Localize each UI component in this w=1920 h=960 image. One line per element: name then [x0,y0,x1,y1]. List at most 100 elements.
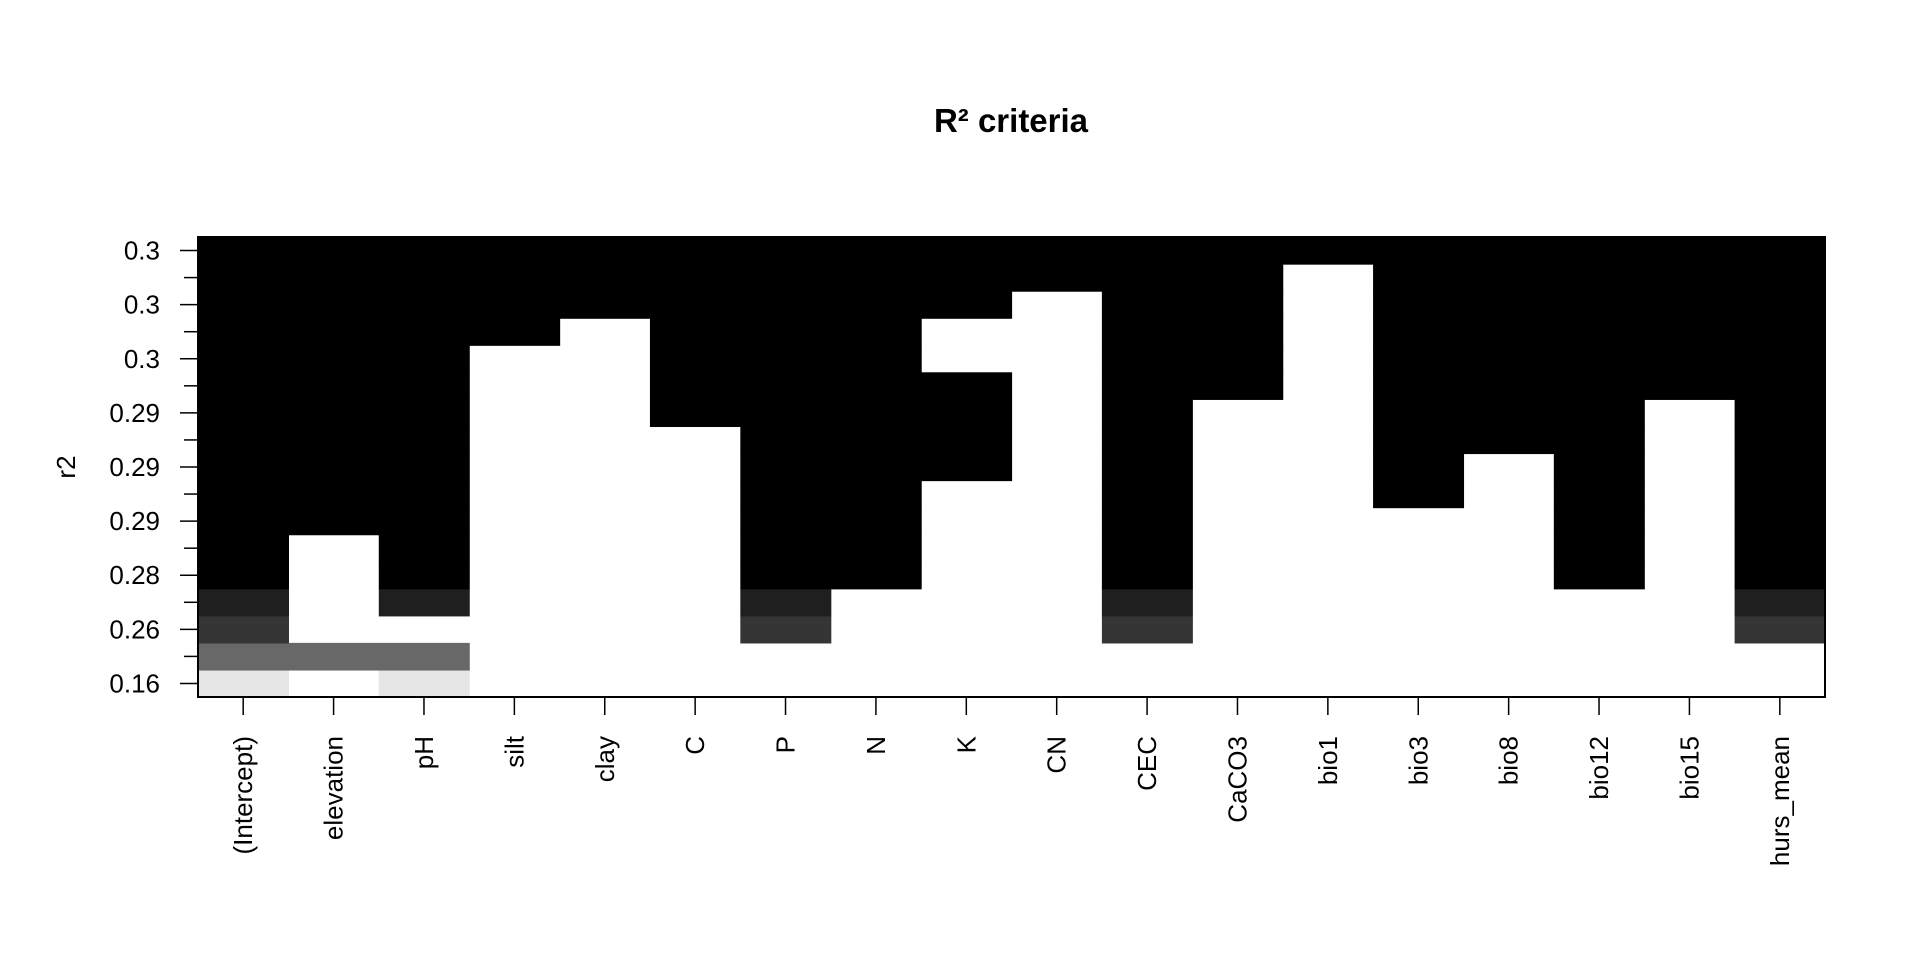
heatmap-cell [1553,453,1645,482]
heatmap-cell [198,480,289,509]
heatmap-cell [198,426,289,455]
heatmap-cell [1192,237,1284,265]
x-tick-label: bio15 [1674,736,1704,800]
heatmap-cell [1463,399,1555,428]
y-axis-label: r2 [51,455,81,478]
heatmap-cell [198,318,289,346]
heatmap-cell [1463,237,1555,265]
heatmap-cell [1192,291,1284,319]
heatmap-cell [198,561,289,590]
heatmap-cell [1553,291,1645,319]
heatmap-cell [378,237,470,265]
heatmap-cell [1553,480,1645,509]
x-tick-label: (Intercept) [228,736,258,855]
heatmap-cell [1644,237,1736,265]
heatmap-cell [288,399,380,428]
heatmap-cell [288,453,380,482]
y-axis: 0.16 0.26 0.28 0.29 0.29 0.29 0.3 0.3 0.3 [109,236,198,698]
x-tick-label: silt [499,735,529,768]
heatmap-cell [1463,264,1555,292]
heatmap-cell [1644,318,1736,346]
heatmap-cell [288,507,380,536]
x-tick-label: P [771,736,801,753]
heatmap-cell [1734,615,1826,644]
heatmap-cell [1734,480,1826,509]
heatmap-cell [1553,426,1645,455]
heatmap-cell [469,291,561,319]
heatmap-cell [1553,264,1645,292]
heatmap-cell [1101,345,1193,373]
heatmap-cell [830,264,922,292]
heatmap-cell [378,399,470,428]
heatmap-cell [830,291,922,319]
heatmap-cell [1644,372,1736,400]
heatmap-cell [198,345,289,373]
heatmap-cell [830,318,922,346]
heatmap-cell [1463,318,1555,346]
y-tick-label: 0.29 [109,506,160,536]
y-tick-label: 0.29 [109,398,160,428]
heatmap-cell [1373,426,1465,455]
heatmap-cell [921,264,1013,292]
heatmap-cell [740,534,832,563]
x-axis: (Intercept) elevation pH silt clay C P N K CN CEC C… [228,697,1795,866]
heatmap-cell [1734,345,1826,373]
heatmap-cell [740,615,832,644]
x-tick-label: hurs_mean [1765,736,1795,866]
x-tick-label: bio1 [1313,736,1343,785]
heatmap-cell [740,480,832,509]
heatmap-cell [830,453,922,482]
heatmap-cell [559,291,651,319]
heatmap-cell [1373,399,1465,428]
heatmap-cell [1101,399,1193,428]
heatmap-cell [378,426,470,455]
y-tick-label: 0.3 [124,290,160,320]
heatmap-cell [378,291,470,319]
x-tick-label: bio12 [1584,736,1614,800]
heatmap-cell [1101,426,1193,455]
heatmap-cell [1282,237,1374,265]
x-tick-label: bio8 [1494,736,1524,785]
heatmap-cell [378,345,470,373]
heatmap-cell [198,534,289,563]
heatmap-cell [740,345,832,373]
heatmap-cell [649,372,741,400]
heatmap-cell [198,642,289,671]
heatmap-cell [1101,615,1193,644]
heatmap-cell [1101,480,1193,509]
heatmap-cell [1734,237,1826,265]
heatmap-cell [740,264,832,292]
heatmap-cell [1553,561,1645,590]
heatmap-cell [740,507,832,536]
heatmap-cell [921,372,1013,400]
heatmap-cell [649,291,741,319]
heatmap-cell [1101,237,1193,265]
heatmap-cell [559,264,651,292]
heatmap-cell [649,345,741,373]
x-tick-label: elevation [319,736,349,840]
heatmap-cell [1734,534,1826,563]
heatmap-cell [921,399,1013,428]
heatmap-cell [198,372,289,400]
x-tick-label: CEC [1132,736,1162,791]
heatmap-cell [288,480,380,509]
y-tick-label: 0.16 [109,668,160,698]
heatmap-cell [649,399,741,428]
heatmap-cell [1553,507,1645,536]
heatmap-cell [649,264,741,292]
heatmap-cell [198,669,289,698]
x-tick-label: pH [409,736,439,769]
heatmap-cell [378,642,470,671]
heatmap-cell [740,318,832,346]
heatmap-cell [740,291,832,319]
heatmap-cell [921,237,1013,265]
heatmap-cell [1734,264,1826,292]
heatmap-cell [1644,345,1736,373]
heatmap-cell [830,237,922,265]
heatmap-cell [1011,264,1103,292]
heatmap-cell [649,237,741,265]
y-tick-label: 0.29 [109,452,160,482]
heatmap-cell [830,426,922,455]
heatmap-cell [378,453,470,482]
